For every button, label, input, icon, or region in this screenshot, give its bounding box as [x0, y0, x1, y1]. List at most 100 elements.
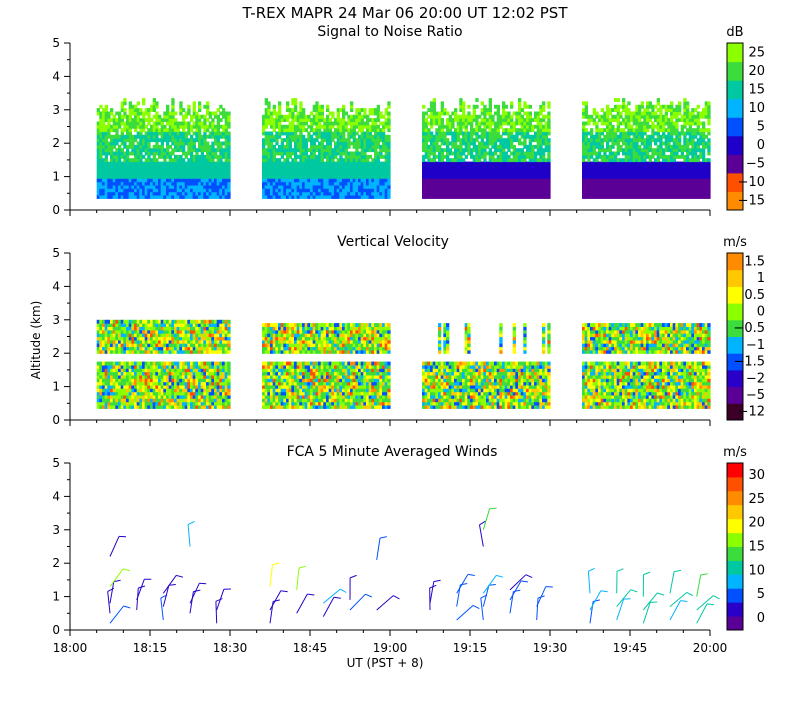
- snr-cell: [648, 191, 652, 196]
- snr-cell: [342, 134, 346, 139]
- snr-cell: [184, 154, 188, 159]
- snr-cell: [267, 168, 271, 173]
- snr-cell: [451, 178, 455, 183]
- snr-cell: [608, 151, 612, 156]
- snr-cell: [675, 138, 679, 143]
- snr-cell: [283, 148, 287, 153]
- snr-cell: [160, 161, 164, 166]
- snr-cell: [510, 101, 514, 106]
- snr-cell: [136, 141, 140, 146]
- snr-cell: [214, 164, 218, 169]
- snr-cell: [294, 178, 298, 183]
- snr-cell: [347, 141, 351, 146]
- snr-cell: [486, 164, 490, 169]
- snr-cell: [651, 134, 655, 139]
- snr-cell: [139, 144, 143, 149]
- snr-cell: [294, 128, 298, 133]
- snr-cell: [174, 158, 178, 163]
- snr-cell: [670, 111, 674, 116]
- snr-cell: [200, 154, 204, 159]
- snr-cell: [363, 191, 367, 196]
- snr-cell: [582, 121, 586, 126]
- snr-cell: [424, 181, 428, 186]
- snr-cell: [590, 181, 594, 186]
- snr-cell: [227, 158, 231, 163]
- snr-cell: [326, 124, 330, 129]
- snr-cell: [688, 188, 692, 193]
- snr-cell: [184, 151, 188, 156]
- snr-cell: [312, 144, 316, 149]
- snr-cell: [448, 184, 452, 189]
- vv-cell: [115, 333, 119, 338]
- snr-cell: [624, 168, 628, 173]
- snr-cell: [635, 181, 639, 186]
- snr-cell: [171, 164, 175, 169]
- snr-cell: [211, 181, 215, 186]
- snr-cell: [459, 118, 463, 122]
- snr-cell: [120, 178, 124, 183]
- snr-cell: [616, 195, 620, 199]
- snr-cell: [355, 154, 359, 159]
- vv-cell: [99, 329, 103, 334]
- snr-cell: [166, 154, 170, 159]
- snr-cell: [376, 114, 380, 119]
- vv-cell: [96, 368, 100, 373]
- snr-cell: [102, 121, 106, 126]
- snr-cell: [150, 158, 154, 163]
- snr-cell: [200, 148, 204, 153]
- snr-cell: [280, 141, 284, 146]
- snr-cell: [110, 118, 114, 122]
- snr-cell: [592, 174, 596, 179]
- snr-cell: [539, 154, 543, 159]
- snr-cell: [283, 164, 287, 169]
- snr-cell: [283, 118, 287, 122]
- snr-cell: [320, 181, 324, 186]
- vv-cell: [102, 381, 106, 386]
- snr-cell: [523, 188, 527, 193]
- snr-cell: [211, 144, 215, 149]
- vv-cell: [112, 401, 116, 406]
- snr-cell: [640, 161, 644, 166]
- snr-cell: [486, 161, 490, 166]
- snr-cell: [526, 174, 530, 179]
- snr-cell: [155, 134, 159, 139]
- snr-cell: [198, 134, 202, 139]
- snr-cell: [454, 148, 458, 153]
- snr-cell: [382, 148, 386, 153]
- snr-cell: [368, 195, 372, 199]
- snr-cell: [432, 188, 436, 193]
- snr-cell: [350, 181, 354, 186]
- snr-cell: [118, 181, 122, 186]
- snr-cell: [446, 118, 450, 122]
- snr-cell: [432, 184, 436, 189]
- snr-cell: [128, 188, 132, 193]
- snr-cell: [680, 151, 684, 156]
- snr-cell: [96, 178, 100, 183]
- snr-cell: [435, 128, 439, 133]
- snr-cell: [344, 151, 348, 156]
- snr-cell: [646, 154, 650, 159]
- snr-cell: [518, 138, 522, 143]
- snr-cell: [379, 144, 383, 149]
- snr-cell: [278, 151, 282, 156]
- vv-cell: [102, 329, 106, 334]
- snr-cell: [190, 161, 194, 166]
- snr-cell: [611, 124, 615, 129]
- snr-cell: [614, 118, 618, 122]
- snr-cell: [350, 195, 354, 199]
- snr-cell: [110, 138, 114, 143]
- snr-cell: [427, 138, 431, 143]
- snr-cell: [688, 114, 692, 119]
- snr-cell: [214, 181, 218, 186]
- snr-cell: [638, 124, 642, 129]
- snr-cell: [158, 114, 162, 119]
- snr-cell: [528, 114, 532, 119]
- snr-cell: [160, 121, 164, 126]
- snr-cell: [374, 184, 378, 189]
- snr-cell: [507, 171, 511, 176]
- snr-cell: [472, 178, 476, 183]
- snr-cell: [454, 164, 458, 169]
- snr-cell: [110, 108, 114, 112]
- snr-cell: [424, 138, 428, 143]
- snr-cell: [664, 191, 668, 196]
